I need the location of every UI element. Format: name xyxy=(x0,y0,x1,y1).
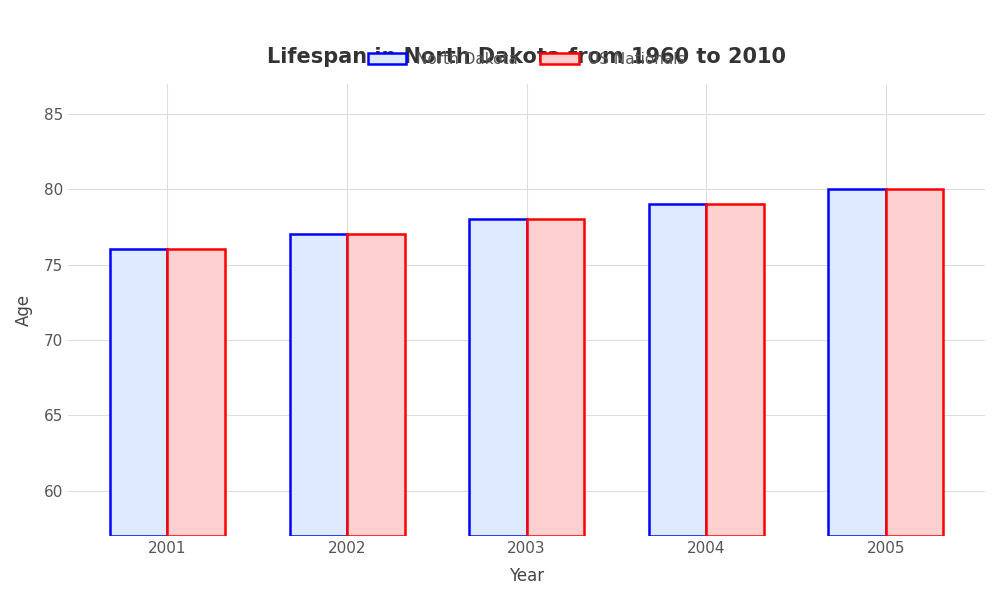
Y-axis label: Age: Age xyxy=(15,294,33,326)
Bar xyxy=(167,250,225,536)
Bar xyxy=(110,250,167,536)
Bar xyxy=(290,235,347,536)
Bar xyxy=(706,204,764,536)
Bar xyxy=(886,189,943,536)
X-axis label: Year: Year xyxy=(509,567,544,585)
Bar xyxy=(649,204,706,536)
Bar xyxy=(527,220,584,536)
Bar xyxy=(347,235,405,536)
Title: Lifespan in North Dakota from 1960 to 2010: Lifespan in North Dakota from 1960 to 20… xyxy=(267,47,786,67)
Bar xyxy=(469,220,527,536)
Legend: North Dakota, US Nationals: North Dakota, US Nationals xyxy=(362,46,691,73)
Bar xyxy=(828,189,886,536)
